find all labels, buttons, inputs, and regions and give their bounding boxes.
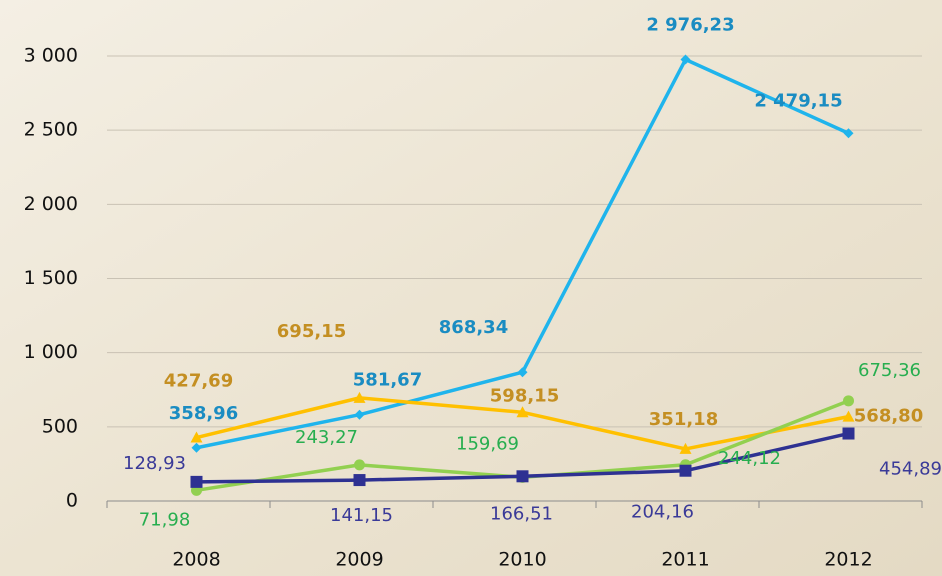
marker <box>354 409 365 420</box>
marker <box>679 442 692 454</box>
data-label: 581,67 <box>353 370 422 391</box>
x-tick-label: 2010 <box>498 549 546 571</box>
data-label: 166,51 <box>490 503 553 524</box>
x-tick-label: 2011 <box>661 549 709 571</box>
data-label: 244,12 <box>718 448 781 469</box>
marker <box>842 410 855 422</box>
y-tick-label: 500 <box>42 415 78 437</box>
marker <box>679 464 692 477</box>
data-label: 141,15 <box>330 505 393 526</box>
marker <box>517 367 528 378</box>
marker <box>516 470 529 483</box>
data-label: 2 976,23 <box>646 15 734 36</box>
data-label: 868,34 <box>439 317 508 338</box>
marker <box>680 54 691 65</box>
data-label: 128,93 <box>123 453 186 474</box>
y-tick-label: 2 000 <box>24 193 78 215</box>
marker <box>516 406 529 418</box>
data-label: 454,89 <box>879 459 942 480</box>
marker <box>354 459 365 471</box>
x-tick-label: 2009 <box>335 549 383 571</box>
marker <box>190 431 203 443</box>
y-tick-label: 1 000 <box>24 341 78 363</box>
x-tick-label: 2012 <box>824 549 872 571</box>
data-label: 204,16 <box>631 502 694 523</box>
marker <box>191 442 202 453</box>
data-label: 568,80 <box>854 406 923 427</box>
marker <box>353 391 366 403</box>
x-tick-label: 2008 <box>172 549 220 571</box>
marker <box>843 128 854 139</box>
y-tick-label: 0 <box>66 490 78 512</box>
data-label: 598,15 <box>490 385 559 406</box>
y-tick-label: 3 000 <box>24 45 78 67</box>
data-label: 358,96 <box>169 403 238 424</box>
data-label: 351,18 <box>649 409 718 430</box>
data-label: 675,36 <box>858 360 921 381</box>
data-label: 159,69 <box>456 433 519 454</box>
data-label: 695,15 <box>277 321 346 342</box>
y-tick-label: 2 500 <box>24 119 78 141</box>
data-label: 243,27 <box>295 427 358 448</box>
data-label: 2 479,15 <box>754 90 842 111</box>
marker <box>843 395 854 407</box>
data-label: 427,69 <box>164 371 233 392</box>
marker <box>190 475 203 488</box>
marker <box>353 474 366 487</box>
marker <box>842 427 855 440</box>
y-tick-label: 1 500 <box>24 267 78 289</box>
data-label: 71,98 <box>139 509 191 530</box>
